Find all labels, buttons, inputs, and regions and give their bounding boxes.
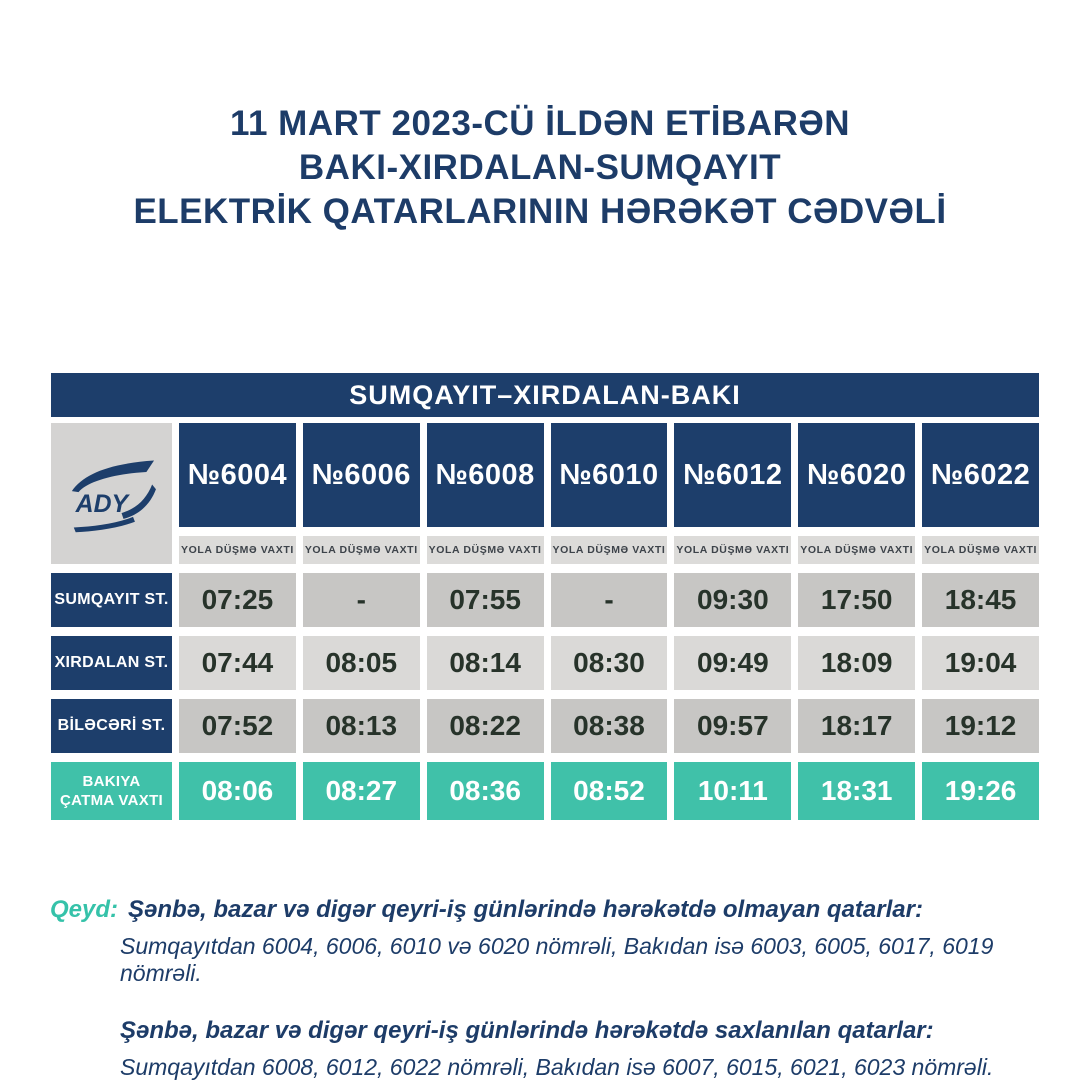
note-label: Qeyd: bbox=[50, 896, 119, 923]
note-1-body: Sumqayıtdan 6004, 6006, 6010 və 6020 nöm… bbox=[120, 933, 994, 986]
departure-time-label: YOLA DÜŞMƏ VAXTI bbox=[798, 536, 916, 564]
time-cell: 07:44 bbox=[179, 636, 296, 690]
time-cell: 07:55 bbox=[426, 573, 544, 627]
train-number-cell: №6004 bbox=[179, 423, 296, 527]
train-number-cell: №6020 bbox=[798, 423, 916, 527]
time-cell: 18:45 bbox=[922, 573, 1039, 627]
svg-text:ADY: ADY bbox=[74, 491, 130, 518]
time-cell: 08:30 bbox=[550, 636, 668, 690]
note-2-body: Sumqayıtdan 6008, 6012, 6022 nömrəli, Ba… bbox=[120, 1054, 994, 1080]
time-cell: 18:09 bbox=[798, 636, 916, 690]
time-cell: 09:49 bbox=[674, 636, 792, 690]
ady-logo: ADY bbox=[51, 423, 172, 564]
arrival-label-baku: BAKIYA ÇATMA VAXTI bbox=[51, 762, 172, 820]
station-label-sumqayit: SUMQAYIT ST. bbox=[51, 573, 172, 627]
arrival-time-cell: 19:26 bbox=[922, 762, 1039, 820]
title-line-2: BAKI-XIRDALAN-SUMQAYIT bbox=[298, 148, 782, 187]
train-number-cell: №6010 bbox=[550, 423, 668, 527]
time-cell: 09:30 bbox=[674, 573, 792, 627]
train-number-cell: №6012 bbox=[674, 423, 792, 527]
arrival-time-cell: 08:06 bbox=[179, 762, 296, 820]
time-cell: - bbox=[550, 573, 668, 627]
time-cell: 07:25 bbox=[179, 573, 296, 627]
arrival-time-cell: 18:31 bbox=[798, 762, 916, 820]
time-cell: - bbox=[302, 573, 420, 627]
departure-time-label: YOLA DÜŞMƏ VAXTI bbox=[922, 536, 1039, 564]
departure-time-label: YOLA DÜŞMƏ VAXTI bbox=[179, 536, 296, 564]
time-cell: 08:05 bbox=[302, 636, 420, 690]
notes-section: Qeyd: Şənbə, bazar və digər qeyri-iş gün… bbox=[50, 896, 1040, 1081]
station-label-xirdalan: XIRDALAN ST. bbox=[51, 636, 172, 690]
ady-train-logo-icon: ADY bbox=[71, 460, 156, 532]
note-1-title: Şənbə, bazar və digər qeyri-iş günlərind… bbox=[128, 896, 923, 923]
title-line-1: 11 MART 2023-CÜ İLDƏN ETİBARƏN bbox=[229, 104, 851, 143]
train-number-cell: №6022 bbox=[922, 423, 1039, 527]
time-cell: 19:04 bbox=[922, 636, 1039, 690]
station-label-bilacari: BİLƏCƏRİ ST. bbox=[51, 699, 172, 753]
time-cell: 18:17 bbox=[798, 699, 916, 753]
time-cell: 09:57 bbox=[674, 699, 792, 753]
title-line-3: ELEKTRİK QATARLARININ HƏRƏKƏT CƏDVƏLİ bbox=[133, 192, 947, 231]
time-cell: 08:14 bbox=[426, 636, 544, 690]
time-cell: 07:52 bbox=[179, 699, 296, 753]
departure-time-label: YOLA DÜŞMƏ VAXTI bbox=[302, 536, 420, 564]
time-cell: 19:12 bbox=[922, 699, 1039, 753]
timetable: SUMQAYIT–XIRDALAN-BAKI ADY №6004 №6006 №… bbox=[51, 373, 1039, 820]
route-header: SUMQAYIT–XIRDALAN-BAKI bbox=[51, 373, 1039, 417]
time-cell: 08:13 bbox=[302, 699, 420, 753]
departure-time-label: YOLA DÜŞMƏ VAXTI bbox=[550, 536, 668, 564]
time-cell: 08:22 bbox=[426, 699, 544, 753]
train-number-cell: №6008 bbox=[426, 423, 544, 527]
page-title: 11 MART 2023-CÜ İLDƏN ETİBARƏN BAKI-XIRD… bbox=[0, 102, 1080, 234]
note-2-title: Şənbə, bazar və digər qeyri-iş günlərind… bbox=[120, 1017, 934, 1044]
arrival-time-cell: 08:36 bbox=[426, 762, 544, 820]
time-cell: 08:38 bbox=[550, 699, 668, 753]
departure-time-label: YOLA DÜŞMƏ VAXTI bbox=[426, 536, 544, 564]
timetable-grid: ADY №6004 №6006 №6008 №6010 №6012 №6020 … bbox=[51, 423, 1039, 820]
note-1-heading: Qeyd: Şənbə, bazar və digər qeyri-iş gün… bbox=[50, 896, 1040, 924]
arrival-time-cell: 10:11 bbox=[674, 762, 792, 820]
arrival-time-cell: 08:52 bbox=[550, 762, 668, 820]
arrival-time-cell: 08:27 bbox=[302, 762, 420, 820]
departure-time-label: YOLA DÜŞMƏ VAXTI bbox=[674, 536, 792, 564]
time-cell: 17:50 bbox=[798, 573, 916, 627]
train-number-cell: №6006 bbox=[302, 423, 420, 527]
